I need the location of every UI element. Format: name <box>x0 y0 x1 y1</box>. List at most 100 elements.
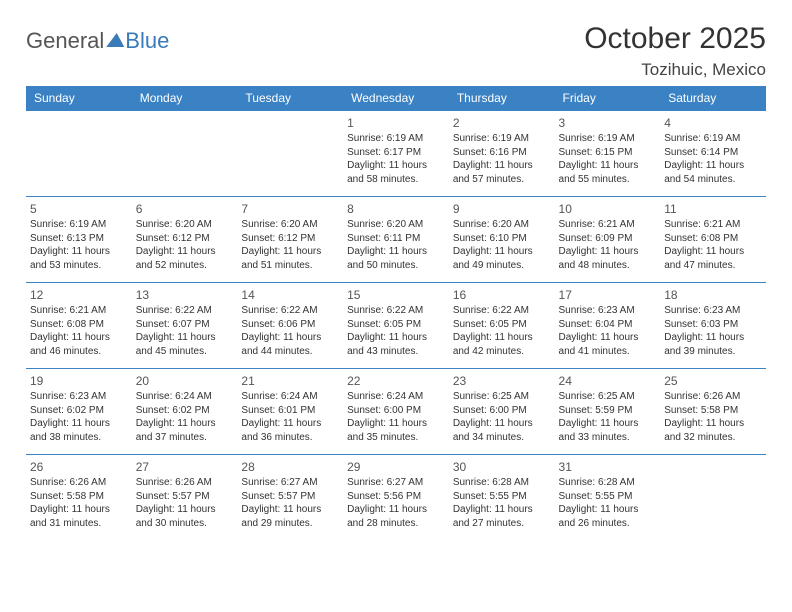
daylight-text: Daylight: 11 hours and 41 minutes. <box>559 331 655 358</box>
daylight-text: Daylight: 11 hours and 57 minutes. <box>453 159 549 186</box>
sunset-text: Sunset: 6:07 PM <box>136 318 232 332</box>
sunset-text: Sunset: 6:15 PM <box>559 146 655 160</box>
day-number: 3 <box>559 115 655 131</box>
sunset-text: Sunset: 6:02 PM <box>30 404 126 418</box>
sunset-text: Sunset: 6:17 PM <box>347 146 443 160</box>
sunrise-text: Sunrise: 6:19 AM <box>30 218 126 232</box>
sunset-text: Sunset: 6:02 PM <box>136 404 232 418</box>
calendar-week-row: 19Sunrise: 6:23 AMSunset: 6:02 PMDayligh… <box>26 369 766 455</box>
sunset-text: Sunset: 6:00 PM <box>347 404 443 418</box>
calendar-week-row: 5Sunrise: 6:19 AMSunset: 6:13 PMDaylight… <box>26 197 766 283</box>
sunrise-text: Sunrise: 6:24 AM <box>136 390 232 404</box>
sunset-text: Sunset: 5:59 PM <box>559 404 655 418</box>
day-number: 21 <box>241 373 337 389</box>
month-title: October 2025 <box>584 22 766 56</box>
day-header-sun: Sunday <box>26 86 132 111</box>
sunrise-text: Sunrise: 6:27 AM <box>347 476 443 490</box>
calendar-day-cell: 21Sunrise: 6:24 AMSunset: 6:01 PMDayligh… <box>237 369 343 455</box>
header-row: General Blue October 2025 Tozihuic, Mexi… <box>26 22 766 80</box>
sunset-text: Sunset: 6:12 PM <box>241 232 337 246</box>
sunrise-text: Sunrise: 6:26 AM <box>664 390 760 404</box>
day-number: 27 <box>136 459 232 475</box>
day-number: 7 <box>241 201 337 217</box>
triangle-icon <box>107 33 126 47</box>
calendar-day-cell: 23Sunrise: 6:25 AMSunset: 6:00 PMDayligh… <box>449 369 555 455</box>
calendar-day-cell: 31Sunrise: 6:28 AMSunset: 5:55 PMDayligh… <box>555 455 661 541</box>
sunrise-text: Sunrise: 6:19 AM <box>347 132 443 146</box>
sunset-text: Sunset: 5:57 PM <box>136 490 232 504</box>
logo-text-blue: Blue <box>125 28 169 54</box>
sunrise-text: Sunrise: 6:22 AM <box>241 304 337 318</box>
sunrise-text: Sunrise: 6:23 AM <box>664 304 760 318</box>
calendar-day-cell <box>26 111 132 197</box>
sunset-text: Sunset: 6:16 PM <box>453 146 549 160</box>
day-number: 6 <box>136 201 232 217</box>
daylight-text: Daylight: 11 hours and 38 minutes. <box>30 417 126 444</box>
sunrise-text: Sunrise: 6:28 AM <box>453 476 549 490</box>
daylight-text: Daylight: 11 hours and 42 minutes. <box>453 331 549 358</box>
sunset-text: Sunset: 5:56 PM <box>347 490 443 504</box>
sunset-text: Sunset: 6:09 PM <box>559 232 655 246</box>
day-number: 8 <box>347 201 443 217</box>
day-number: 22 <box>347 373 443 389</box>
calendar-day-cell: 29Sunrise: 6:27 AMSunset: 5:56 PMDayligh… <box>343 455 449 541</box>
day-number: 13 <box>136 287 232 303</box>
daylight-text: Daylight: 11 hours and 37 minutes. <box>136 417 232 444</box>
calendar-day-cell: 10Sunrise: 6:21 AMSunset: 6:09 PMDayligh… <box>555 197 661 283</box>
calendar-day-cell: 8Sunrise: 6:20 AMSunset: 6:11 PMDaylight… <box>343 197 449 283</box>
daylight-text: Daylight: 11 hours and 50 minutes. <box>347 245 443 272</box>
calendar-day-cell: 27Sunrise: 6:26 AMSunset: 5:57 PMDayligh… <box>132 455 238 541</box>
sunrise-text: Sunrise: 6:19 AM <box>453 132 549 146</box>
calendar-day-cell: 3Sunrise: 6:19 AMSunset: 6:15 PMDaylight… <box>555 111 661 197</box>
day-number: 30 <box>453 459 549 475</box>
calendar-day-cell: 5Sunrise: 6:19 AMSunset: 6:13 PMDaylight… <box>26 197 132 283</box>
sunrise-text: Sunrise: 6:19 AM <box>664 132 760 146</box>
calendar-day-cell: 28Sunrise: 6:27 AMSunset: 5:57 PMDayligh… <box>237 455 343 541</box>
daylight-text: Daylight: 11 hours and 52 minutes. <box>136 245 232 272</box>
calendar-header-row: Sunday Monday Tuesday Wednesday Thursday… <box>26 86 766 111</box>
day-number: 28 <box>241 459 337 475</box>
sunrise-text: Sunrise: 6:25 AM <box>559 390 655 404</box>
calendar-day-cell: 15Sunrise: 6:22 AMSunset: 6:05 PMDayligh… <box>343 283 449 369</box>
sunset-text: Sunset: 5:58 PM <box>30 490 126 504</box>
daylight-text: Daylight: 11 hours and 53 minutes. <box>30 245 126 272</box>
calendar-week-row: 26Sunrise: 6:26 AMSunset: 5:58 PMDayligh… <box>26 455 766 541</box>
sunset-text: Sunset: 6:13 PM <box>30 232 126 246</box>
sunset-text: Sunset: 6:00 PM <box>453 404 549 418</box>
daylight-text: Daylight: 11 hours and 26 minutes. <box>559 503 655 530</box>
calendar-day-cell: 4Sunrise: 6:19 AMSunset: 6:14 PMDaylight… <box>660 111 766 197</box>
day-number: 11 <box>664 201 760 217</box>
day-number: 9 <box>453 201 549 217</box>
day-header-mon: Monday <box>132 86 238 111</box>
daylight-text: Daylight: 11 hours and 48 minutes. <box>559 245 655 272</box>
daylight-text: Daylight: 11 hours and 47 minutes. <box>664 245 760 272</box>
calendar-day-cell: 26Sunrise: 6:26 AMSunset: 5:58 PMDayligh… <box>26 455 132 541</box>
daylight-text: Daylight: 11 hours and 34 minutes. <box>453 417 549 444</box>
calendar-day-cell: 1Sunrise: 6:19 AMSunset: 6:17 PMDaylight… <box>343 111 449 197</box>
sunrise-text: Sunrise: 6:19 AM <box>559 132 655 146</box>
calendar-day-cell: 30Sunrise: 6:28 AMSunset: 5:55 PMDayligh… <box>449 455 555 541</box>
sunset-text: Sunset: 6:05 PM <box>347 318 443 332</box>
sunset-text: Sunset: 6:06 PM <box>241 318 337 332</box>
title-block: October 2025 Tozihuic, Mexico <box>584 22 766 80</box>
calendar-day-cell <box>132 111 238 197</box>
sunrise-text: Sunrise: 6:20 AM <box>241 218 337 232</box>
sunset-text: Sunset: 5:55 PM <box>453 490 549 504</box>
sunrise-text: Sunrise: 6:27 AM <box>241 476 337 490</box>
sunrise-text: Sunrise: 6:28 AM <box>559 476 655 490</box>
daylight-text: Daylight: 11 hours and 30 minutes. <box>136 503 232 530</box>
calendar-day-cell <box>660 455 766 541</box>
daylight-text: Daylight: 11 hours and 45 minutes. <box>136 331 232 358</box>
daylight-text: Daylight: 11 hours and 54 minutes. <box>664 159 760 186</box>
daylight-text: Daylight: 11 hours and 44 minutes. <box>241 331 337 358</box>
sunset-text: Sunset: 6:11 PM <box>347 232 443 246</box>
sunset-text: Sunset: 6:04 PM <box>559 318 655 332</box>
sunrise-text: Sunrise: 6:21 AM <box>559 218 655 232</box>
day-number: 25 <box>664 373 760 389</box>
day-number: 24 <box>559 373 655 389</box>
day-header-wed: Wednesday <box>343 86 449 111</box>
calendar-day-cell: 18Sunrise: 6:23 AMSunset: 6:03 PMDayligh… <box>660 283 766 369</box>
day-number: 1 <box>347 115 443 131</box>
sunset-text: Sunset: 6:10 PM <box>453 232 549 246</box>
sunrise-text: Sunrise: 6:26 AM <box>30 476 126 490</box>
